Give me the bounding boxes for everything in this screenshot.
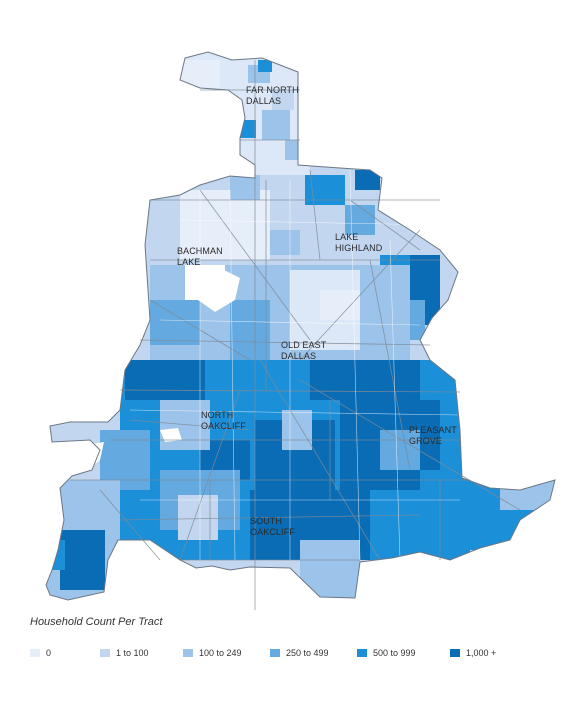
- legend-item-2: 100 to 249: [183, 646, 242, 660]
- area-label-north: NORTH: [201, 410, 233, 420]
- area-label-old-east: OLD EAST: [281, 340, 327, 350]
- legend-swatch: [270, 649, 280, 657]
- area-label-south-oakcliff: OAKCLIFF: [250, 527, 295, 537]
- legend-swatch: [100, 649, 110, 657]
- legend-label: 250 to 499: [286, 648, 329, 658]
- legend-swatch: [357, 649, 367, 657]
- area-label-pleasant-grove: GROVE: [409, 436, 442, 446]
- legend: 0 1 to 100 100 to 249 250 to 499 500 to …: [30, 646, 570, 660]
- legend-label: 1 to 100: [116, 648, 149, 658]
- legend-label: 100 to 249: [199, 648, 242, 658]
- legend-label: 1,000 +: [466, 648, 497, 658]
- area-label-north-oakcliff: OAKCLIFF: [201, 421, 246, 431]
- legend-swatch: [183, 649, 193, 657]
- area-label-bachman-lake: LAKE: [177, 257, 200, 267]
- legend-item-4: 500 to 999: [357, 646, 416, 660]
- legend-label: 500 to 999: [373, 648, 416, 658]
- area-label-far-north-dallas: DALLAS: [246, 96, 281, 106]
- legend-item-0: 0: [30, 646, 51, 660]
- area-label-south: SOUTH: [250, 516, 282, 526]
- legend-label: 0: [46, 648, 52, 658]
- legend-item-3: 250 to 499: [270, 646, 329, 660]
- area-label-lake: LAKE: [335, 232, 358, 242]
- area-label-far-north: FAR NORTH: [246, 85, 299, 95]
- dallas-household-map: FAR NORTH DALLAS LAKE HIGHLAND BACHMAN L…: [45, 51, 556, 610]
- area-label-pleasant: PLEASANT: [409, 425, 457, 435]
- area-label-bachman: BACHMAN: [177, 246, 223, 256]
- legend-swatch: [450, 649, 460, 657]
- legend-swatch: [30, 649, 40, 657]
- legend-item-1: 1 to 100: [100, 646, 149, 660]
- legend-title: Household Count Per Tract: [30, 616, 163, 628]
- legend-item-5: 1,000 +: [450, 646, 496, 660]
- area-label-highland: HIGHLAND: [335, 243, 383, 253]
- area-label-old-east-dallas: DALLAS: [281, 351, 316, 361]
